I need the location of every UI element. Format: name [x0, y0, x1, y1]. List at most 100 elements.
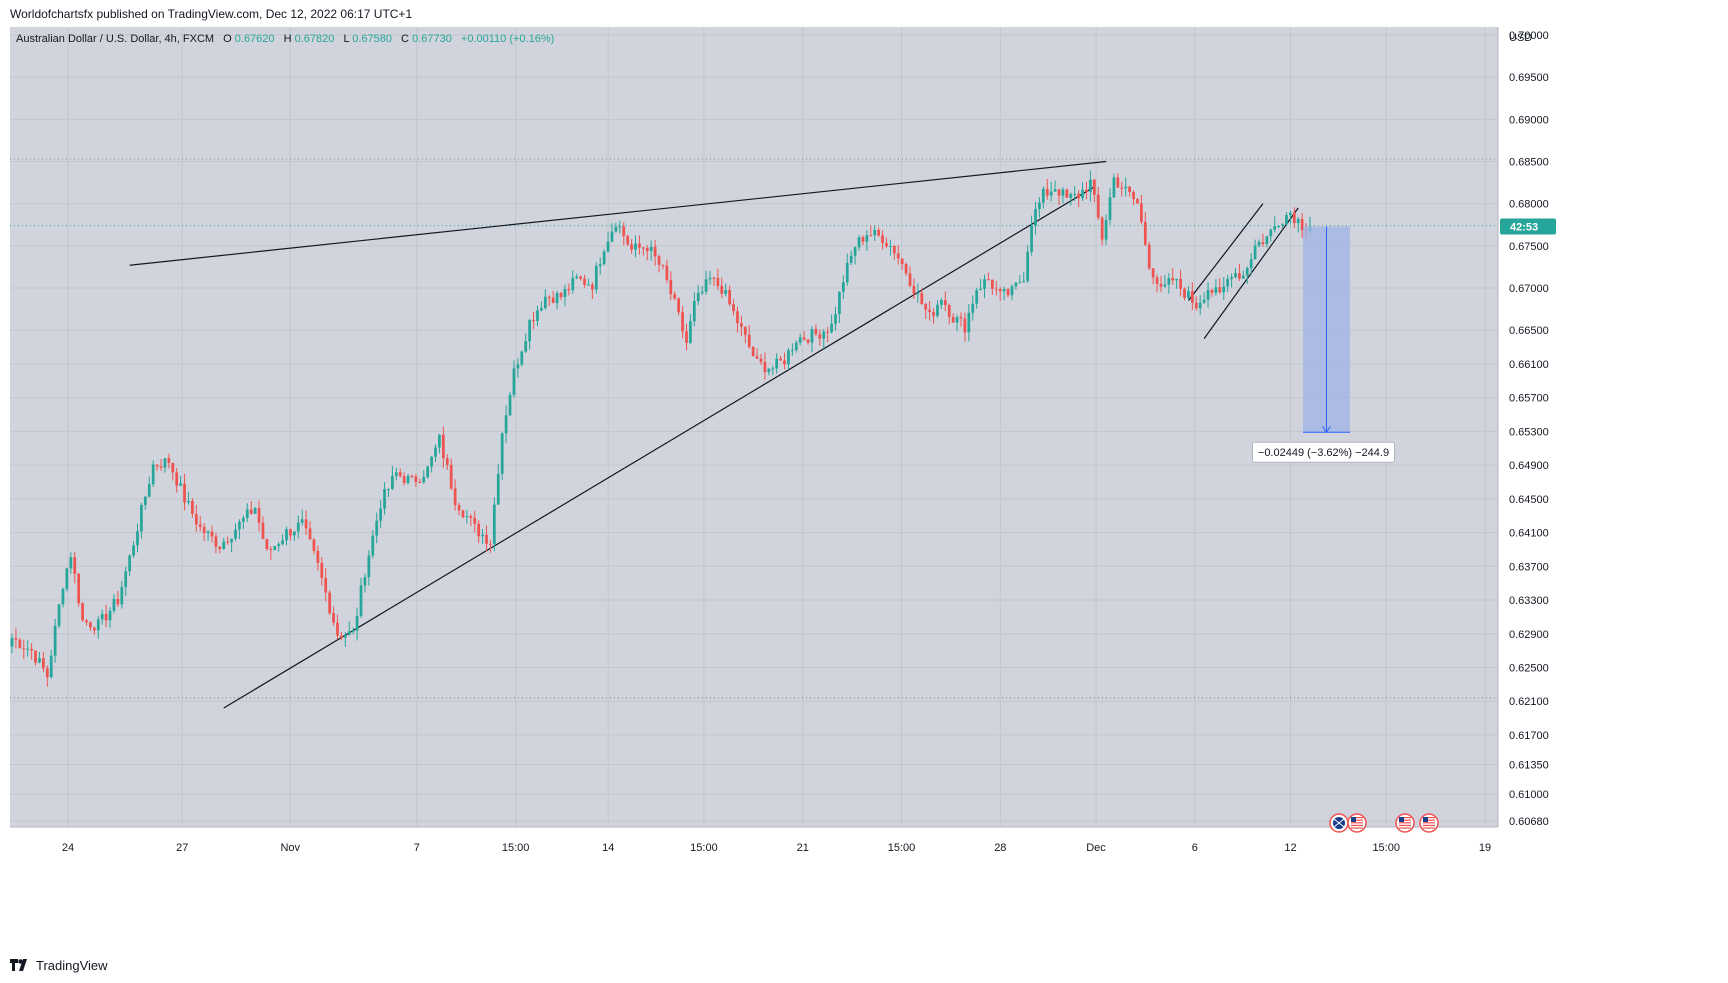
candle-down[interactable]	[904, 262, 908, 277]
candle-down[interactable]	[990, 279, 994, 295]
candle-up[interactable]	[975, 287, 979, 309]
candle-up[interactable]	[767, 367, 771, 376]
candle-up[interactable]	[849, 250, 853, 266]
candle-down[interactable]	[1218, 277, 1222, 295]
candle-up[interactable]	[124, 566, 128, 596]
candle-down[interactable]	[89, 621, 92, 631]
candle-up[interactable]	[292, 531, 296, 542]
candle-down[interactable]	[92, 626, 96, 635]
candle-up[interactable]	[1206, 282, 1210, 308]
candle-down[interactable]	[861, 235, 865, 246]
candle-down[interactable]	[998, 287, 1002, 301]
candle-up[interactable]	[426, 465, 430, 479]
candle-up[interactable]	[1053, 180, 1057, 192]
candle-up[interactable]	[241, 515, 245, 530]
candle-up[interactable]	[347, 621, 351, 636]
candle-up[interactable]	[845, 253, 849, 286]
candle-down[interactable]	[1183, 287, 1186, 301]
candle-up[interactable]	[296, 515, 300, 539]
candle-up[interactable]	[889, 239, 892, 256]
candle-up[interactable]	[234, 523, 237, 542]
candle-down[interactable]	[1077, 190, 1081, 208]
candle-up[interactable]	[1104, 214, 1108, 246]
candle-down[interactable]	[885, 237, 888, 249]
candle-up[interactable]	[1269, 228, 1273, 242]
candle-down[interactable]	[779, 355, 782, 361]
candle-up[interactable]	[367, 549, 371, 586]
candle-up[interactable]	[128, 554, 132, 577]
candle-up[interactable]	[108, 607, 112, 628]
candle-down[interactable]	[638, 235, 641, 255]
candle-up[interactable]	[1296, 216, 1300, 233]
candle-up[interactable]	[1277, 224, 1280, 228]
candle-up[interactable]	[147, 476, 151, 498]
candle-up[interactable]	[634, 235, 637, 258]
candle-down[interactable]	[414, 473, 418, 487]
candle-down[interactable]	[1143, 212, 1147, 247]
candle-up[interactable]	[1249, 253, 1253, 276]
candle-down[interactable]	[22, 639, 26, 660]
candle-up[interactable]	[1030, 215, 1033, 256]
chart-area[interactable]: −0.02449 (−3.62%) −244.9 0.70000 0.69500 0…	[10, 27, 1658, 920]
us-flag-icon[interactable]	[1395, 813, 1415, 833]
candle-down[interactable]	[932, 308, 935, 324]
candle-down[interactable]	[1096, 187, 1100, 220]
candle-down[interactable]	[171, 462, 175, 481]
candle-up[interactable]	[391, 465, 394, 491]
candle-up[interactable]	[394, 467, 398, 481]
candle-down[interactable]	[567, 283, 571, 296]
candle-down[interactable]	[202, 523, 206, 542]
candle-up[interactable]	[853, 246, 857, 265]
candle-down[interactable]	[1116, 173, 1120, 188]
candle-up[interactable]	[1265, 236, 1269, 248]
candle-up[interactable]	[143, 495, 147, 510]
candle-down[interactable]	[1300, 212, 1304, 238]
candle-up[interactable]	[873, 225, 877, 241]
candle-up[interactable]	[838, 291, 841, 324]
candle-down[interactable]	[1006, 288, 1010, 298]
candle-up[interactable]	[112, 594, 116, 614]
candle-down[interactable]	[1147, 241, 1151, 271]
candle-down[interactable]	[743, 326, 747, 344]
candle-down[interactable]	[402, 472, 406, 486]
candle-down[interactable]	[1140, 195, 1143, 225]
candle-down[interactable]	[912, 278, 916, 299]
candle-up[interactable]	[38, 651, 41, 664]
candle-up[interactable]	[496, 463, 500, 505]
candle-up[interactable]	[230, 538, 233, 553]
candle-up[interactable]	[1089, 170, 1092, 202]
candle-up[interactable]	[822, 328, 826, 349]
candle-down[interactable]	[1092, 178, 1096, 203]
candle-up[interactable]	[708, 270, 712, 285]
candle-down[interactable]	[763, 352, 767, 380]
candle-down[interactable]	[1132, 190, 1135, 206]
candle-up[interactable]	[504, 405, 508, 444]
candle-up[interactable]	[406, 473, 410, 485]
candle-down[interactable]	[818, 329, 822, 346]
candle-down[interactable]	[900, 258, 904, 271]
candle-up[interactable]	[1002, 286, 1006, 301]
trendline-channel-upper[interactable]	[1187, 203, 1264, 302]
candle-up[interactable]	[689, 314, 692, 345]
candle-up[interactable]	[1285, 211, 1288, 226]
candle-up[interactable]	[794, 340, 798, 353]
candle-down[interactable]	[959, 312, 963, 327]
candle-down[interactable]	[449, 458, 453, 491]
candle-down[interactable]	[445, 454, 449, 470]
candle-up[interactable]	[810, 326, 814, 353]
candle-down[interactable]	[802, 331, 806, 341]
candle-up[interactable]	[375, 512, 379, 544]
candle-up[interactable]	[383, 482, 386, 515]
candle-up[interactable]	[771, 365, 775, 376]
candle-down[interactable]	[489, 539, 492, 553]
candle-down[interactable]	[194, 504, 198, 532]
candle-up[interactable]	[936, 300, 939, 319]
price-axis[interactable]: 0.70000 0.69500 0.69000 0.68500 0.68000 0.675…	[1497, 27, 1556, 828]
candle-up[interactable]	[100, 609, 104, 625]
candle-up[interactable]	[351, 627, 355, 635]
candle-up[interactable]	[1010, 284, 1014, 301]
candle-up[interactable]	[602, 249, 606, 266]
candle-up[interactable]	[704, 270, 708, 295]
candle-down[interactable]	[249, 501, 253, 515]
candle-down[interactable]	[167, 453, 171, 469]
